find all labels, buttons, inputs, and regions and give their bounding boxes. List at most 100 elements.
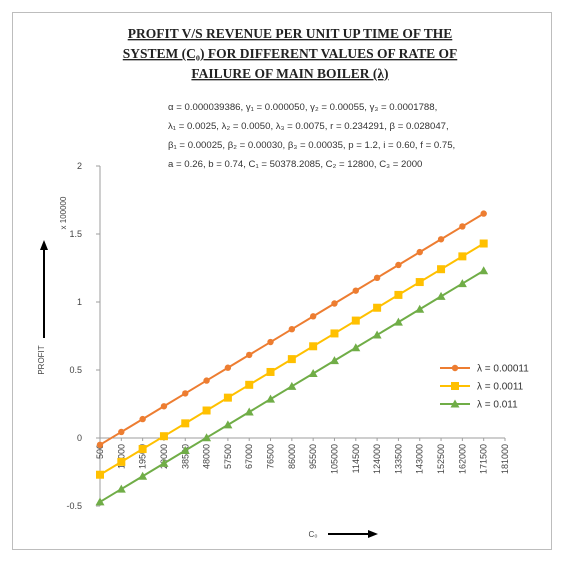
title-line: PROFIT V/S REVENUE PER UNIT UP TIME OF T… (128, 26, 453, 41)
x-tick-label: 95500 (308, 444, 318, 469)
legend-label: λ = 0.00011 (477, 364, 529, 375)
y-tick-label: 2 (77, 161, 82, 171)
data-point (373, 274, 381, 282)
x-tick-label: 114500 (351, 444, 361, 473)
legend-item: λ = 0.011 (440, 399, 518, 411)
data-point (451, 382, 459, 390)
x-tick-label: 152500 (436, 444, 446, 474)
data-point (287, 381, 297, 390)
data-point (459, 223, 466, 230)
parameter-line: α = 0.000039386, γ₁ = 0.000050, γ₂ = 0.0… (168, 102, 437, 113)
y-tick-label: 1.5 (69, 229, 82, 239)
series (95, 210, 489, 506)
x-tick-label: 124000 (372, 444, 382, 474)
legend-label: λ = 0.0011 (477, 382, 524, 393)
data-point (138, 445, 147, 454)
data-point (416, 248, 423, 256)
data-point (159, 458, 169, 467)
x-tick-label: 86000 (287, 444, 297, 469)
data-point (329, 356, 339, 365)
x-tick-label: 500 (95, 444, 105, 459)
data-point (480, 210, 487, 217)
data-point (479, 239, 488, 248)
parameter-line: a = 0.26, b = 0.74, C₁ = 50378.2085, C₂ … (168, 159, 422, 170)
data-point (138, 471, 148, 480)
x-tick-label: 76500 (266, 444, 276, 469)
data-point (96, 441, 104, 448)
y-multiplier-label: x 100000 (59, 196, 68, 229)
data-point (450, 399, 460, 408)
legend-item: λ = 0.00011 (440, 364, 529, 375)
data-point (202, 433, 212, 442)
parameter-line: λ₁ = 0.0025, λ₂ = 0.0050, λ₃ = 0.0075, r… (168, 121, 449, 132)
x-tick-label: 105000 (329, 444, 339, 474)
data-point (224, 364, 232, 371)
data-point (351, 316, 360, 325)
y-axis-arrow-head (40, 240, 48, 250)
x-tick-label: 38500 (180, 444, 190, 469)
data-point (223, 393, 232, 402)
data-point (95, 497, 105, 506)
data-point (479, 266, 489, 275)
title-line: SYSTEM (C₀) FOR DIFFERENT VALUES OF RATE… (123, 46, 457, 61)
data-point (244, 407, 254, 416)
data-point (415, 278, 424, 287)
data-point (159, 432, 168, 441)
data-point (181, 419, 190, 428)
data-point (352, 287, 359, 294)
data-point (437, 236, 445, 243)
y-axis-label: PROFIT (37, 345, 46, 374)
data-point (116, 484, 126, 493)
y-tick-label: 0.5 (69, 365, 82, 375)
data-point (436, 291, 446, 300)
data-point (373, 303, 382, 312)
data-point (437, 265, 446, 274)
data-point (118, 428, 125, 436)
y-tick-label: 1 (77, 297, 82, 307)
x-tick-label: 29000 (159, 444, 169, 469)
legend-label: λ = 0.011 (477, 400, 518, 411)
x-tick-label: 171500 (479, 444, 489, 474)
data-point (266, 394, 276, 403)
chart-title: PROFIT V/S REVENUE PER UNIT UP TIME OF T… (123, 26, 457, 81)
parameter-line: β₁ = 0.00025, β₂ = 0.00030, β₃ = 0.00035… (168, 140, 455, 151)
data-point (117, 457, 126, 466)
data-point (331, 300, 338, 307)
title-line: FAILURE OF MAIN BOILER (λ) (191, 66, 388, 81)
series-3 (95, 266, 489, 506)
data-point (203, 377, 210, 384)
data-point (308, 368, 318, 377)
data-point (223, 420, 233, 429)
y-tick-label: 0 (77, 433, 82, 443)
x-tick-label: 10000 (116, 444, 126, 469)
x-tick-label: 133500 (393, 444, 403, 474)
data-point (202, 406, 211, 415)
axes: -0.5 0 0.5 1 1.5 2 500 10000 19500 29000 38500 4800… (37, 161, 510, 539)
data-point (351, 343, 361, 352)
data-point (451, 364, 459, 372)
x-tick-label: 143000 (415, 444, 425, 474)
parameter-text: α = 0.000039386, γ₁ = 0.000050, γ₂ = 0.0… (168, 102, 455, 170)
x-tick-label: 181000 (500, 444, 510, 474)
data-point (458, 252, 467, 261)
legend: λ = 0.00011 λ = 0.0011 λ = 0.011 (440, 364, 529, 411)
x-tick-label: 57500 (223, 444, 233, 469)
x-tick-label: 19500 (138, 444, 148, 469)
data-point (267, 338, 274, 346)
data-point (457, 279, 467, 288)
y-tick-label: -0.5 (66, 501, 82, 511)
data-point (330, 329, 339, 338)
x-axis-label: C₀ (308, 530, 317, 539)
data-point (287, 355, 296, 364)
data-point (394, 290, 403, 299)
data-point (309, 313, 317, 320)
x-axis-arrow-head (368, 530, 378, 538)
data-point (395, 261, 402, 269)
x-tick-label: 162000 (457, 444, 467, 474)
data-point (245, 380, 254, 389)
data-point (415, 304, 425, 313)
data-point (182, 390, 189, 397)
legend-item: λ = 0.0011 (440, 382, 524, 393)
data-point (180, 446, 190, 455)
